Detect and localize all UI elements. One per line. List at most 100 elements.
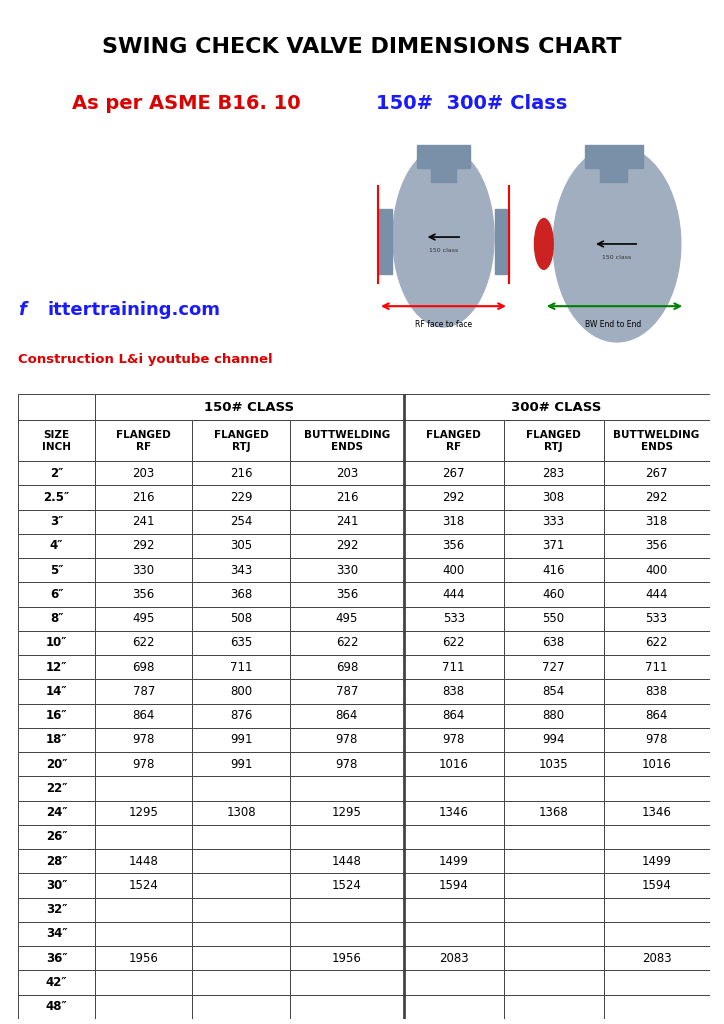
Bar	[504, 801, 604, 825]
Text: 880: 880	[542, 710, 565, 722]
Bar	[290, 510, 404, 534]
Text: BUTTWELDING
ENDS: BUTTWELDING ENDS	[304, 430, 390, 452]
Text: 241: 241	[132, 515, 155, 528]
Bar	[18, 849, 95, 873]
Text: 838: 838	[646, 685, 668, 698]
Bar	[604, 994, 710, 1019]
Text: 20″: 20″	[46, 758, 67, 771]
Text: 28″: 28″	[46, 855, 67, 867]
Bar	[604, 752, 710, 776]
Bar	[504, 606, 604, 631]
Text: 622: 622	[442, 637, 465, 649]
Bar	[290, 728, 404, 752]
Bar	[193, 679, 290, 703]
Text: 991: 991	[230, 758, 253, 771]
Bar	[95, 776, 193, 801]
Text: 203: 203	[336, 467, 358, 479]
Text: 26″: 26″	[46, 830, 67, 844]
Text: FLANGED
RTJ: FLANGED RTJ	[526, 430, 581, 452]
Text: 292: 292	[336, 540, 358, 553]
Bar	[95, 534, 193, 558]
Bar	[494, 209, 509, 273]
Bar	[604, 461, 710, 485]
Bar	[604, 679, 710, 703]
Bar	[504, 703, 604, 728]
Bar	[404, 849, 504, 873]
Text: 978: 978	[645, 733, 668, 746]
Text: SWING CHECK VALVE DIMENSIONS CHART: SWING CHECK VALVE DIMENSIONS CHART	[102, 37, 622, 57]
Bar	[193, 994, 290, 1019]
Bar	[193, 421, 290, 461]
Text: 48″: 48″	[46, 1000, 67, 1014]
Bar	[95, 946, 193, 971]
Bar	[290, 922, 404, 946]
Bar	[95, 606, 193, 631]
Text: 1524: 1524	[332, 879, 362, 892]
Text: 533: 533	[442, 612, 465, 626]
Text: 1499: 1499	[439, 855, 468, 867]
Text: 1346: 1346	[641, 806, 671, 819]
Bar	[18, 776, 95, 801]
Bar	[95, 971, 193, 994]
Bar	[604, 776, 710, 801]
Text: 1346: 1346	[439, 806, 468, 819]
Bar	[604, 898, 710, 922]
Text: 2″: 2″	[50, 467, 63, 479]
Text: 698: 698	[336, 660, 358, 674]
Text: 22″: 22″	[46, 782, 67, 795]
Text: 10″: 10″	[46, 637, 67, 649]
Bar	[95, 994, 193, 1019]
Text: 1295: 1295	[129, 806, 159, 819]
Text: 12″: 12″	[46, 660, 67, 674]
Bar	[290, 801, 404, 825]
Text: RF face to face: RF face to face	[415, 321, 472, 329]
Bar	[193, 849, 290, 873]
Bar	[604, 873, 710, 898]
Bar	[193, 752, 290, 776]
Text: 2.5″: 2.5″	[43, 490, 70, 504]
Bar	[18, 485, 95, 510]
Bar	[504, 558, 604, 583]
Bar	[604, 485, 710, 510]
Bar	[290, 898, 404, 922]
Bar	[604, 946, 710, 971]
Text: 622: 622	[336, 637, 358, 649]
Text: SIZE
INCH: SIZE INCH	[42, 430, 71, 452]
Bar	[290, 583, 404, 606]
Bar	[95, 485, 193, 510]
Bar	[193, 801, 290, 825]
Text: 1448: 1448	[129, 855, 159, 867]
Bar	[193, 971, 290, 994]
Text: 6″: 6″	[50, 588, 63, 601]
Text: 330: 330	[336, 563, 358, 577]
Bar	[18, 801, 95, 825]
Bar	[604, 421, 710, 461]
Bar	[18, 994, 95, 1019]
Text: 267: 267	[442, 467, 465, 479]
Bar	[604, 534, 710, 558]
Bar	[193, 898, 290, 922]
Bar	[604, 801, 710, 825]
Bar	[431, 166, 456, 182]
Text: 356: 356	[442, 540, 465, 553]
Text: 1368: 1368	[539, 806, 568, 819]
Text: 1448: 1448	[332, 855, 362, 867]
Bar	[193, 946, 290, 971]
Text: 283: 283	[542, 467, 565, 479]
Text: 229: 229	[230, 490, 253, 504]
Text: 267: 267	[645, 467, 668, 479]
Text: 18″: 18″	[46, 733, 67, 746]
Bar	[404, 752, 504, 776]
Bar	[404, 801, 504, 825]
Bar	[290, 679, 404, 703]
Text: 300# CLASS: 300# CLASS	[511, 400, 602, 414]
Bar	[604, 825, 710, 849]
Bar	[404, 728, 504, 752]
Ellipse shape	[553, 146, 681, 342]
Bar	[404, 394, 710, 421]
Text: 1016: 1016	[439, 758, 468, 771]
Text: 978: 978	[132, 733, 155, 746]
Bar	[290, 703, 404, 728]
Bar	[18, 558, 95, 583]
Bar	[504, 825, 604, 849]
